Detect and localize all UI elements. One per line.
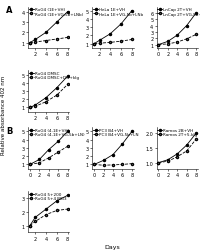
- Text: B: B: [6, 126, 12, 135]
- Legend: Ramos 2B+VH, Ramos 2T+5-kIg: Ramos 2B+VH, Ramos 2T+5-kIg: [157, 128, 198, 137]
- Text: Days: Days: [104, 244, 120, 249]
- Text: Relative absorbance 402 nm: Relative absorbance 402 nm: [1, 76, 7, 154]
- Legend: RxG4 (4-1E+VH), RxG4 (4-1E+VG,5b+LN): RxG4 (4-1E+VH), RxG4 (4-1E+VG,5b+LN): [28, 128, 85, 137]
- Legend: RxG4 (1E+VH), RxG4 (1E+VG,5b+LNb): RxG4 (1E+VH), RxG4 (1E+VG,5b+LNb): [28, 8, 83, 17]
- Legend: HeLa 1E+VH, HeLa 1E+VG,5b+LNb: HeLa 1E+VH, HeLa 1E+VG,5b+LNb: [93, 8, 143, 17]
- Legend: PC3 B4+VH, PC3 B4+VG,5b+LN: PC3 B4+VH, PC3 B4+VG,5b+LN: [93, 128, 139, 137]
- Legend: RxG4 5+200, RxG4 5+4 MG3: RxG4 5+200, RxG4 5+4 MG3: [28, 192, 67, 201]
- Legend: RxG4 DMSC, RxG4 DMSC+DG+kIg: RxG4 DMSC, RxG4 DMSC+DG+kIg: [28, 72, 79, 80]
- Text: A: A: [6, 6, 12, 15]
- Legend: LnCap 2T+VH, LnCap 2T+VG,5b+LNb: LnCap 2T+VH, LnCap 2T+VG,5b+LNb: [157, 8, 200, 17]
